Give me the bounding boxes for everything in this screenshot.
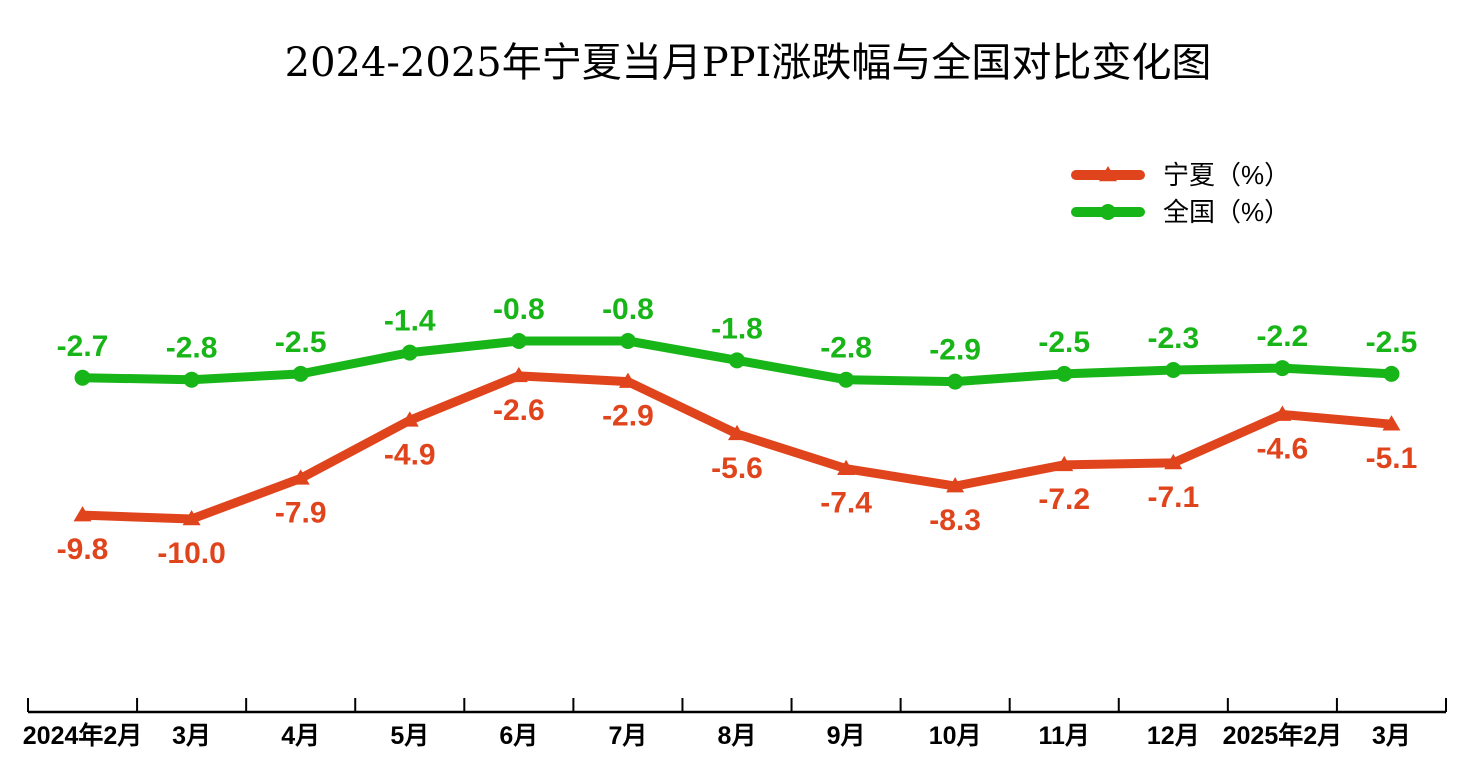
circle-marker bbox=[1383, 365, 1400, 382]
triangle-marker bbox=[73, 506, 92, 522]
x-tick-label: 6月 bbox=[499, 722, 538, 750]
triangle-marker bbox=[1382, 415, 1401, 431]
national-data-label: -2.8 bbox=[166, 332, 218, 365]
national-data-label: -0.8 bbox=[602, 293, 654, 326]
circle-marker bbox=[401, 344, 418, 361]
series-markers bbox=[73, 333, 1401, 526]
legend: 宁夏（%） 全国（%） bbox=[1071, 160, 1290, 227]
circle-marker bbox=[729, 352, 745, 369]
triangle-marker bbox=[1164, 453, 1183, 470]
circle-marker bbox=[838, 371, 855, 388]
ningxia-data-label: -10.0 bbox=[157, 537, 225, 570]
national-data-label: -2.7 bbox=[57, 330, 109, 363]
x-tick-label: 2025年2月 bbox=[1223, 721, 1343, 750]
ningxia-data-label: -4.9 bbox=[384, 438, 436, 471]
x-tick-label: 10月 bbox=[929, 722, 982, 750]
triangle-marker bbox=[400, 411, 419, 427]
chart-title: 2024-2025年宁夏当月PPI涨跌幅与全国对比变化图 bbox=[285, 40, 1212, 86]
triangle-marker bbox=[728, 424, 746, 441]
ningxia-data-label: -7.1 bbox=[1147, 481, 1199, 514]
triangle-marker bbox=[946, 477, 965, 493]
legend-label-ningxia: 宁夏（%） bbox=[1163, 160, 1290, 190]
national-data-label: -0.8 bbox=[493, 293, 545, 326]
ningxia-data-label: -4.6 bbox=[1257, 433, 1309, 466]
ningxia-data-label: -5.1 bbox=[1366, 442, 1418, 475]
triangle-marker bbox=[509, 366, 528, 383]
x-tick-label: 8月 bbox=[718, 722, 757, 750]
ningxia-data-label: -8.3 bbox=[929, 504, 981, 537]
ningxia-data-label: -2.6 bbox=[493, 394, 545, 427]
ningxia-data-label: -7.9 bbox=[275, 496, 327, 529]
circle-marker bbox=[1100, 204, 1116, 220]
circle-marker bbox=[1165, 362, 1182, 379]
national-data-label: -2.3 bbox=[1147, 322, 1199, 355]
triangle-marker bbox=[618, 372, 637, 388]
x-tick-label: 2024年2月 bbox=[23, 721, 143, 750]
circle-marker bbox=[292, 365, 309, 382]
x-tick-label: 9月 bbox=[827, 722, 866, 750]
national-data-label: -2.9 bbox=[929, 334, 981, 367]
x-axis: 2024年2月 3月 4月 5月 6月 7月 8月 9月 10月 11月 12月 2025年2月 3月 bbox=[23, 698, 1447, 750]
triangle-marker bbox=[1273, 405, 1292, 421]
circle-marker bbox=[510, 333, 527, 349]
x-tick-label: 11月 bbox=[1039, 722, 1090, 750]
triangle-marker bbox=[837, 459, 856, 475]
triangle-marker bbox=[182, 510, 201, 526]
ningxia-data-label: -7.2 bbox=[1038, 483, 1090, 516]
x-tick-label: 4月 bbox=[281, 722, 320, 750]
triangle-marker bbox=[1055, 455, 1074, 472]
triangle-marker bbox=[291, 469, 310, 485]
triangle-marker bbox=[1099, 166, 1117, 182]
ningxia-data-label: -9.8 bbox=[57, 533, 109, 566]
national-data-label: -2.5 bbox=[275, 326, 327, 359]
circle-marker bbox=[1056, 365, 1073, 382]
national-data-label: -2.5 bbox=[1366, 326, 1418, 359]
ningxia-data-label: -7.4 bbox=[820, 487, 872, 520]
national-data-label: -1.4 bbox=[384, 305, 436, 338]
national-data-label: -2.8 bbox=[820, 332, 872, 365]
circle-marker bbox=[1274, 360, 1291, 377]
data-labels: -9.8 -10.0 -7.9 -4.9 -2.6 -2.9 -5.6 -7.4 -8.3 -7.… bbox=[57, 293, 1418, 570]
x-tick-label: 3月 bbox=[1372, 722, 1411, 750]
x-tick-label: 3月 bbox=[172, 722, 211, 750]
national-data-label: -1.8 bbox=[711, 312, 763, 345]
x-tick-label: 12月 bbox=[1147, 722, 1200, 750]
x-tick-label: 7月 bbox=[608, 722, 647, 750]
national-data-label: -2.2 bbox=[1257, 320, 1309, 353]
circle-marker bbox=[947, 373, 964, 390]
circle-marker bbox=[619, 333, 636, 349]
ningxia-data-label: -5.6 bbox=[711, 452, 763, 485]
circle-marker bbox=[74, 369, 91, 386]
ningxia-data-label: -2.9 bbox=[602, 400, 654, 433]
legend-label-national: 全国（%） bbox=[1163, 197, 1290, 227]
national-data-label: -2.5 bbox=[1038, 326, 1090, 359]
circle-marker bbox=[183, 371, 200, 388]
x-tick-label: 5月 bbox=[390, 722, 429, 750]
